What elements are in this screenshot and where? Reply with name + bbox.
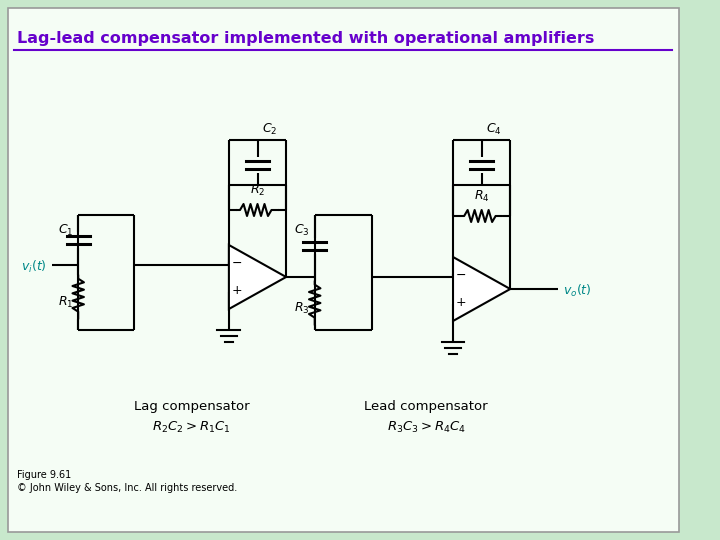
Text: −: −	[455, 268, 466, 281]
Text: $R_3C_3 > R_4C_4$: $R_3C_3 > R_4C_4$	[387, 420, 466, 435]
Text: $C_4$: $C_4$	[487, 122, 502, 137]
Text: $v_o(t)$: $v_o(t)$	[563, 283, 591, 299]
Polygon shape	[453, 257, 510, 321]
Text: $R_2C_2 > R_1C_1$: $R_2C_2 > R_1C_1$	[152, 420, 231, 435]
Text: −: −	[231, 256, 242, 269]
Text: $R_3$: $R_3$	[294, 300, 310, 315]
Text: +: +	[231, 285, 242, 298]
Text: Lag-lead compensator implemented with operational amplifiers: Lag-lead compensator implemented with op…	[17, 30, 595, 45]
Text: $R_1$: $R_1$	[58, 294, 73, 309]
Text: +: +	[455, 296, 466, 309]
Text: Figure 9.61: Figure 9.61	[17, 470, 71, 480]
Text: Lead compensator: Lead compensator	[364, 400, 488, 413]
Text: $C_3$: $C_3$	[294, 223, 310, 238]
Text: $v_i(t)$: $v_i(t)$	[21, 259, 47, 275]
FancyBboxPatch shape	[8, 8, 679, 532]
Text: © John Wiley & Sons, Inc. All rights reserved.: © John Wiley & Sons, Inc. All rights res…	[17, 483, 238, 493]
Text: $C_2$: $C_2$	[262, 122, 278, 137]
Polygon shape	[229, 245, 286, 309]
Text: Lag compensator: Lag compensator	[134, 400, 250, 413]
Text: $R_4$: $R_4$	[474, 189, 490, 204]
Text: $R_2$: $R_2$	[250, 183, 265, 198]
Text: $C_1$: $C_1$	[58, 223, 73, 238]
